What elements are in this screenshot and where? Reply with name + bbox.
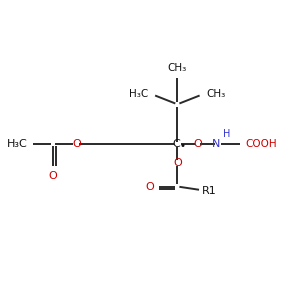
Text: H₃C: H₃C xyxy=(6,139,27,149)
Text: C: C xyxy=(172,139,180,149)
Text: •: • xyxy=(180,141,186,151)
Text: O: O xyxy=(173,158,182,168)
Text: O: O xyxy=(49,171,58,181)
Text: H: H xyxy=(223,129,230,139)
Text: O: O xyxy=(146,182,154,192)
Text: R1: R1 xyxy=(202,186,217,196)
Text: COOH: COOH xyxy=(246,139,278,149)
Text: N: N xyxy=(212,139,220,149)
Text: O: O xyxy=(193,139,202,149)
Text: H₃C: H₃C xyxy=(129,89,148,99)
Text: O: O xyxy=(72,139,81,149)
Text: CH₃: CH₃ xyxy=(168,63,187,73)
Text: CH₃: CH₃ xyxy=(206,89,226,99)
